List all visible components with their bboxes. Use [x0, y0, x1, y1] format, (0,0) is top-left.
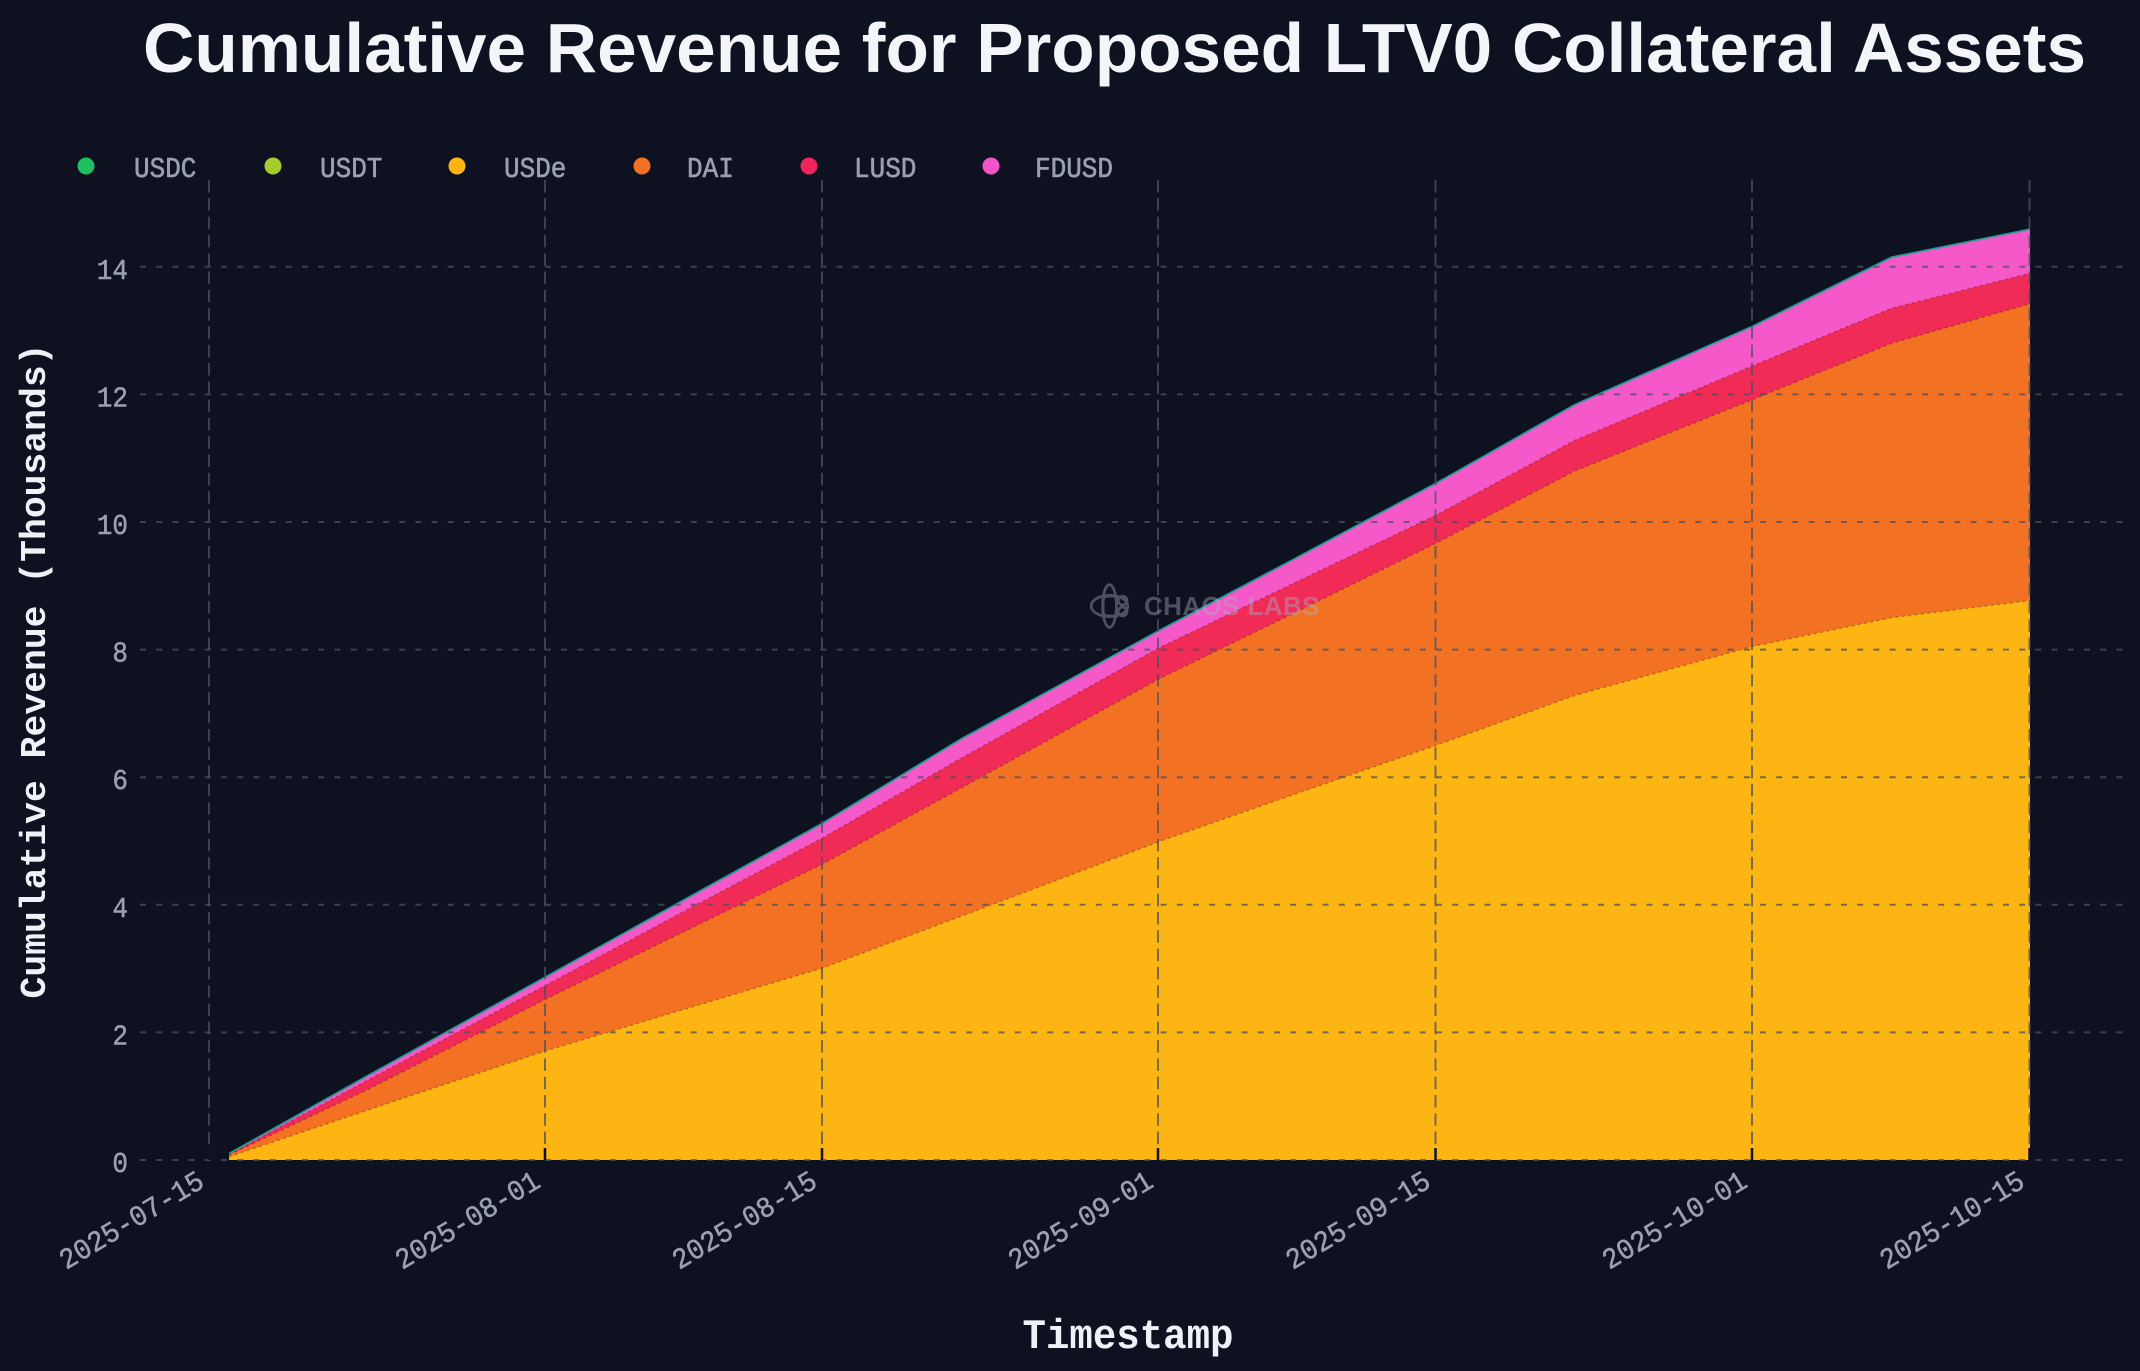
svg-text:CHAOS LABS: CHAOS LABS — [1144, 591, 1320, 621]
svg-text:Cumulative Revenue for Propose: Cumulative Revenue for Proposed LTV0 Col… — [143, 9, 2086, 87]
svg-text:USDe: USDe — [504, 153, 566, 186]
svg-text:14: 14 — [97, 255, 128, 288]
svg-text:FDUSD: FDUSD — [1035, 153, 1113, 186]
svg-text:USDT: USDT — [320, 153, 382, 186]
svg-text:8: 8 — [112, 638, 128, 671]
svg-text:12: 12 — [97, 382, 128, 415]
svg-text:6: 6 — [112, 765, 128, 798]
svg-text:LUSD: LUSD — [854, 153, 916, 186]
svg-text:Timestamp: Timestamp — [1023, 1314, 1234, 1361]
svg-text:0: 0 — [112, 1148, 128, 1181]
svg-text:USDC: USDC — [134, 153, 196, 186]
svg-text:DAI: DAI — [687, 153, 734, 186]
svg-text:4: 4 — [112, 893, 128, 926]
svg-text:10: 10 — [97, 510, 128, 543]
svg-text:2: 2 — [112, 1020, 128, 1053]
svg-text:Cumulative Revenue (Thousands): Cumulative Revenue (Thousands) — [15, 344, 56, 999]
